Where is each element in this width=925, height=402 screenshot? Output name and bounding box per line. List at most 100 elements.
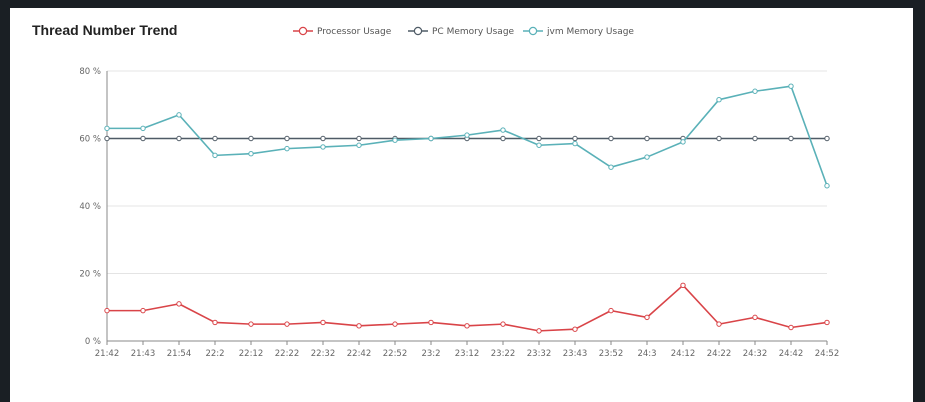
legend-label: Processor Usage bbox=[317, 27, 392, 37]
data-point[interactable] bbox=[464, 132, 470, 138]
x-tick-label: 24:3 bbox=[637, 349, 656, 359]
x-tick-label: 22:52 bbox=[383, 349, 408, 359]
axes: 0 %20 %40 %60 %80 %21:42 21:43 21:54 22:2 22… bbox=[79, 67, 839, 359]
data-point[interactable] bbox=[212, 152, 218, 159]
y-tick-label: 20 % bbox=[79, 270, 101, 280]
data-point[interactable] bbox=[572, 140, 578, 147]
legend-label: PC Memory Usage bbox=[432, 27, 515, 37]
series-layer bbox=[104, 83, 830, 334]
data-point[interactable] bbox=[284, 135, 290, 142]
x-tick-label: 24:52 bbox=[815, 349, 840, 359]
data-point[interactable] bbox=[176, 301, 182, 307]
x-tick-label: 22:22 bbox=[275, 349, 300, 359]
data-point[interactable] bbox=[140, 307, 146, 314]
x-tick-label: 24:42 bbox=[779, 349, 804, 359]
x-tick-label: 22:42 bbox=[347, 349, 372, 359]
data-point[interactable] bbox=[716, 321, 722, 327]
data-point[interactable] bbox=[788, 135, 794, 142]
data-point[interactable] bbox=[140, 135, 146, 142]
legend-swatch-marker bbox=[413, 26, 423, 36]
y-tick-label: 60 % bbox=[79, 135, 101, 145]
x-tick-label: 22:2 bbox=[205, 349, 224, 359]
data-point[interactable] bbox=[104, 125, 110, 132]
data-point[interactable] bbox=[320, 319, 326, 326]
x-tick-label: 21:54 bbox=[167, 349, 192, 359]
data-point[interactable] bbox=[248, 321, 254, 327]
legend-swatch-marker bbox=[528, 26, 538, 36]
data-point[interactable] bbox=[356, 323, 362, 329]
data-point[interactable] bbox=[680, 139, 686, 145]
x-tick-label: 22:12 bbox=[239, 349, 264, 359]
series-3 bbox=[104, 83, 830, 189]
data-point[interactable] bbox=[500, 321, 506, 327]
x-tick-label: 23:43 bbox=[563, 349, 588, 359]
y-tick-label: 40 % bbox=[79, 202, 101, 212]
data-point[interactable] bbox=[356, 135, 362, 142]
data-point[interactable] bbox=[824, 135, 830, 142]
data-point[interactable] bbox=[824, 319, 830, 326]
data-point[interactable] bbox=[500, 135, 506, 142]
data-point[interactable] bbox=[644, 314, 650, 321]
data-point[interactable] bbox=[176, 112, 182, 118]
data-point[interactable] bbox=[176, 135, 182, 142]
data-point[interactable] bbox=[248, 135, 254, 142]
data-point[interactable] bbox=[644, 135, 650, 142]
data-point[interactable] bbox=[428, 319, 434, 326]
legend-item[interactable]: Processor Usage bbox=[293, 26, 392, 37]
data-point[interactable] bbox=[104, 135, 110, 142]
data-point[interactable] bbox=[536, 328, 542, 334]
data-point[interactable] bbox=[608, 135, 614, 142]
x-tick-label: 24:22 bbox=[707, 349, 732, 359]
data-point[interactable] bbox=[392, 137, 398, 143]
data-point[interactable] bbox=[284, 145, 290, 152]
data-point[interactable] bbox=[284, 321, 290, 327]
data-point[interactable] bbox=[644, 154, 650, 160]
chart-panel: Thread Number Trend 0 % 20 % 40 % 60 % 80 % 2… bbox=[10, 8, 913, 402]
data-point[interactable] bbox=[320, 135, 326, 142]
data-point[interactable] bbox=[320, 144, 326, 150]
data-point[interactable] bbox=[572, 135, 578, 142]
legend[interactable]: Processor Usage PC Memory Usage jvm Memory… bbox=[293, 26, 634, 37]
data-point[interactable] bbox=[788, 324, 794, 331]
legend-item[interactable]: jvm Memory Usage bbox=[523, 26, 634, 37]
data-point[interactable] bbox=[428, 135, 434, 142]
data-point[interactable] bbox=[752, 135, 758, 142]
x-tick-label: 24:32 bbox=[743, 349, 768, 359]
data-point[interactable] bbox=[788, 83, 794, 89]
data-point[interactable] bbox=[212, 319, 218, 326]
data-point[interactable] bbox=[140, 125, 146, 132]
data-point[interactable] bbox=[536, 135, 542, 142]
data-point[interactable] bbox=[716, 96, 722, 103]
x-tick-label: 23:12 bbox=[455, 349, 480, 359]
data-point[interactable] bbox=[356, 142, 362, 148]
legend-swatch-marker bbox=[298, 26, 308, 36]
data-point[interactable] bbox=[104, 307, 110, 314]
data-point[interactable] bbox=[500, 127, 506, 133]
legend-item[interactable]: PC Memory Usage bbox=[408, 26, 515, 37]
data-point[interactable] bbox=[248, 150, 254, 157]
legend-label: jvm Memory Usage bbox=[546, 27, 634, 37]
y-tick-label: 80 % bbox=[79, 67, 101, 77]
data-point[interactable] bbox=[464, 323, 470, 329]
y-tick-label: 0 % bbox=[85, 337, 101, 347]
data-point[interactable] bbox=[752, 314, 758, 321]
data-point[interactable] bbox=[752, 88, 758, 94]
data-point[interactable] bbox=[212, 135, 218, 142]
data-point[interactable] bbox=[572, 326, 578, 332]
data-point[interactable] bbox=[608, 307, 614, 314]
data-point[interactable] bbox=[824, 183, 830, 189]
x-tick-label: 21:43 bbox=[131, 349, 156, 359]
data-point[interactable] bbox=[680, 282, 686, 289]
x-tick-label: 21:42 bbox=[95, 349, 120, 359]
x-tick-label: 22:32 bbox=[311, 349, 336, 359]
line-chart: 0 %20 %40 %60 %80 %21:42 21:43 21:54 22:2 22… bbox=[79, 26, 839, 359]
x-tick-label: 24:12 bbox=[671, 349, 696, 359]
data-point[interactable] bbox=[608, 164, 614, 170]
x-tick-label: 23:2 bbox=[421, 349, 440, 359]
data-point[interactable] bbox=[716, 135, 722, 142]
series-1 bbox=[104, 282, 830, 334]
chart-title: Thread Number Trend bbox=[32, 22, 178, 38]
x-tick-label: 23:32 bbox=[527, 349, 552, 359]
data-point[interactable] bbox=[392, 321, 398, 327]
data-point[interactable] bbox=[536, 142, 542, 148]
